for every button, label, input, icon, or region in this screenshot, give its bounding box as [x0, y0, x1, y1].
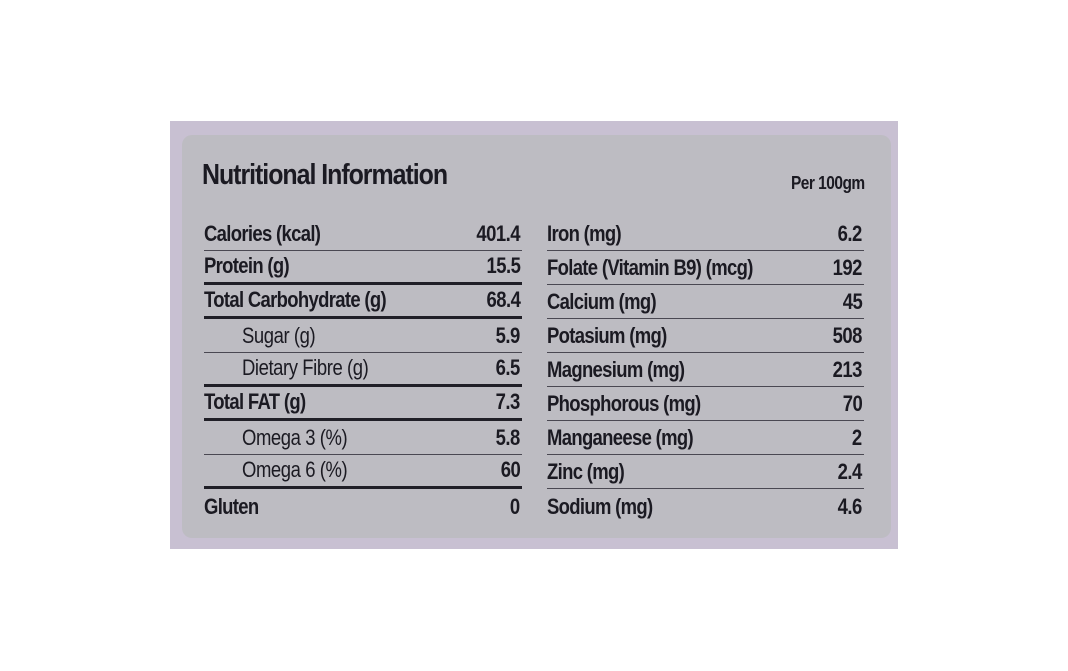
nutrient-name: Zinc (mg) — [547, 459, 625, 484]
nutrient-name: Sugar (g) — [242, 323, 316, 348]
nutrient-value: 213 — [832, 357, 863, 382]
nutrient-name: Magnesium (mg) — [547, 357, 685, 382]
nutrient-name: Protein (g) — [204, 253, 290, 278]
nutrient-name: Iron (mg) — [547, 221, 622, 246]
nutrient-row: Magnesium (mg) 213 — [547, 353, 864, 387]
nutrient-name: Total Carbohydrate (g) — [204, 287, 387, 312]
nutrient-value: 4.6 — [837, 494, 863, 519]
nutrient-name: Sodium (mg) — [547, 494, 653, 519]
nutrient-value: 5.8 — [495, 425, 521, 450]
nutrient-name: Calcium (mg) — [547, 289, 657, 314]
nutrient-row: Total Carbohydrate (g) 68.4 — [204, 285, 522, 319]
nutrient-row: Folate (Vitamin B9) (mcg) 192 — [547, 251, 864, 285]
nutrient-value: 2 — [852, 425, 862, 450]
serving-basis: Per 100gm — [791, 173, 865, 193]
nutrient-row: Calories (kcal) 401.4 — [204, 217, 522, 251]
nutrient-row: Iron (mg) 6.2 — [547, 217, 864, 251]
nutrient-value: 60 — [500, 457, 520, 482]
nutrient-name: Total FAT (g) — [204, 389, 306, 414]
nutrient-row: Calcium (mg) 45 — [547, 285, 864, 319]
nutrient-value: 2.4 — [837, 459, 863, 484]
nutrient-value: 401.4 — [476, 221, 520, 246]
nutrient-row: Gluten 0 — [204, 489, 522, 523]
nutrient-name: Gluten — [204, 494, 259, 519]
nutrient-value: 15.5 — [486, 253, 520, 278]
nutrient-row: Zinc (mg) 2.4 — [547, 455, 864, 489]
nutrient-value: 7.3 — [495, 389, 521, 414]
nutrient-value: 6.2 — [837, 221, 863, 246]
nutrient-name: Potasium (mg) — [547, 323, 667, 348]
nutrient-value: 6.5 — [495, 355, 521, 380]
nutrient-row: Protein (g) 15.5 — [204, 251, 522, 285]
nutrient-name: Manganeese (mg) — [547, 425, 694, 450]
nutrient-row: Dietary Fibre (g) 6.5 — [204, 353, 522, 387]
nutrient-row: Phosphorous (mg) 70 — [547, 387, 864, 421]
nutrient-row: Omega 6 (%) 60 — [204, 455, 522, 489]
nutrition-title: Nutritional Information — [202, 159, 448, 191]
nutrition-table-left: Calories (kcal) 401.4 Protein (g) 15.5 T… — [204, 217, 522, 523]
nutrient-row: Total FAT (g) 7.3 — [204, 387, 522, 421]
nutrient-value: 45 — [842, 289, 862, 314]
nutrient-value: 5.9 — [495, 323, 521, 348]
nutrient-name: Calories (kcal) — [204, 221, 321, 246]
nutrient-value: 192 — [832, 255, 863, 280]
nutrient-name: Omega 3 (%) — [242, 425, 348, 450]
nutrient-row: Potasium (mg) 508 — [547, 319, 864, 353]
nutrient-name: Dietary Fibre (g) — [242, 355, 369, 380]
nutrient-name: Omega 6 (%) — [242, 457, 348, 482]
nutrient-row: Sodium (mg) 4.6 — [547, 489, 864, 523]
nutrient-name: Folate (Vitamin B9) (mcg) — [547, 255, 753, 280]
nutrient-value: 70 — [842, 391, 862, 416]
nutrient-name: Phosphorous (mg) — [547, 391, 701, 416]
nutrient-value: 508 — [832, 323, 863, 348]
nutrient-value: 68.4 — [486, 287, 520, 312]
nutrient-row: Omega 3 (%) 5.8 — [204, 421, 522, 455]
nutrient-row: Manganeese (mg) 2 — [547, 421, 864, 455]
nutrition-label-panel: Nutritional Information Per 100gm Calori… — [182, 135, 891, 538]
nutrition-table-right: Iron (mg) 6.2 Folate (Vitamin B9) (mcg) … — [547, 217, 864, 523]
nutrient-row: Sugar (g) 5.9 — [204, 319, 522, 353]
nutrient-value: 0 — [510, 494, 520, 519]
